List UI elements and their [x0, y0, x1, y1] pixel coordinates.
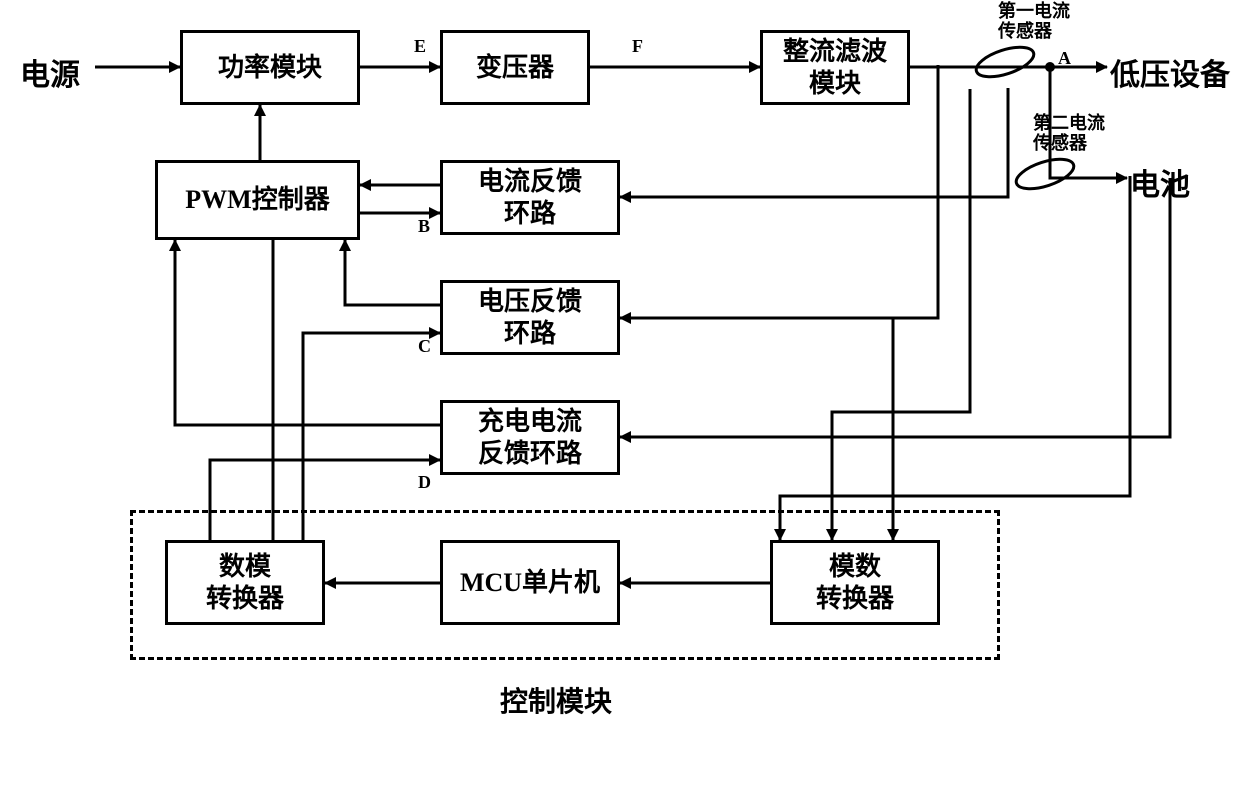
label-lv-device: 低压设备	[1110, 50, 1230, 94]
point-label-D: D	[418, 472, 431, 493]
control-module-boundary	[130, 510, 1000, 660]
block-rectifier-filter: 整流滤波 模块	[760, 30, 910, 105]
block-power-module: 功率模块	[180, 30, 360, 105]
point-label-A: A	[1058, 48, 1071, 69]
block-current-feedback-loop: 电流反馈 环路	[440, 160, 620, 235]
point-label-B: B	[418, 216, 430, 237]
label-sensor-1: 第一电流 传感器	[998, 2, 1070, 42]
block-transformer: 变压器	[440, 30, 590, 105]
point-label-E: E	[414, 36, 426, 57]
label-battery: 电池	[1130, 160, 1190, 204]
current-sensor1-icon	[973, 41, 1037, 82]
point-label-F: F	[632, 36, 643, 57]
label-sensor-2: 第二电流 传感器	[1033, 114, 1105, 154]
block-charge-current-feedback-loop: 充电电流 反馈环路	[440, 400, 620, 475]
block-voltage-feedback-loop: 电压反馈 环路	[440, 280, 620, 355]
point-label-C: C	[418, 336, 431, 357]
block-pwm-controller: PWM控制器	[155, 160, 360, 240]
block-diagram: 功率模块 变压器 整流滤波 模块 PWM控制器 电流反馈 环路电压反馈 环路充电电流 反…	[0, 0, 1240, 797]
current-sensor2-icon	[1013, 153, 1077, 194]
label-control-module-caption: 控制模块	[500, 680, 612, 720]
label-power-source: 电源	[20, 50, 80, 94]
